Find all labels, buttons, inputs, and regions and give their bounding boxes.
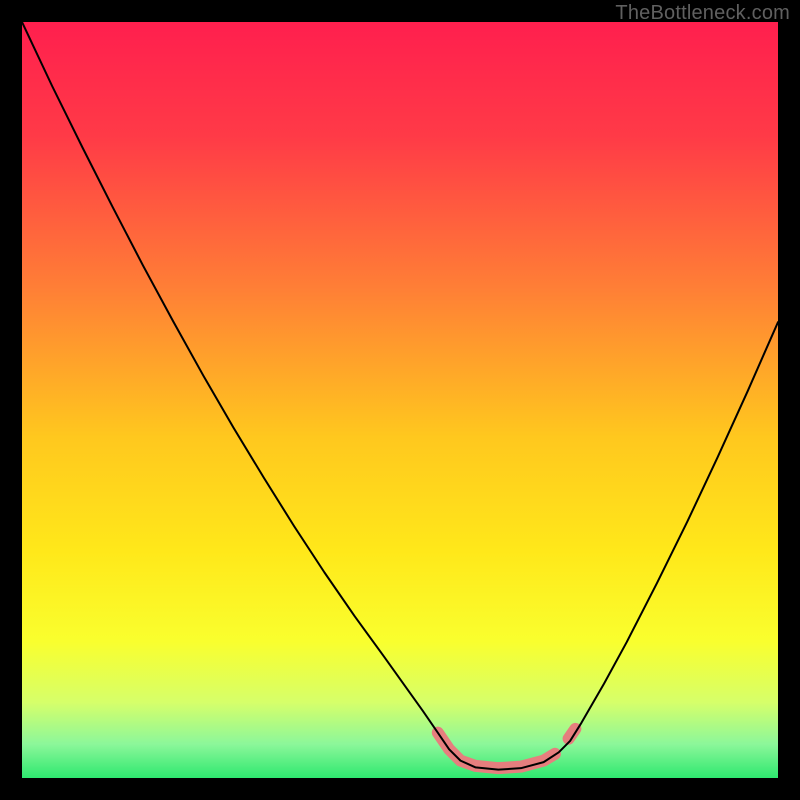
- attribution-text: TheBottleneck.com: [615, 2, 790, 25]
- chart-plot-area: [22, 22, 778, 778]
- chart-svg: [22, 22, 778, 778]
- chart-background: [22, 22, 778, 778]
- chart-outer-frame: TheBottleneck.com: [0, 0, 800, 800]
